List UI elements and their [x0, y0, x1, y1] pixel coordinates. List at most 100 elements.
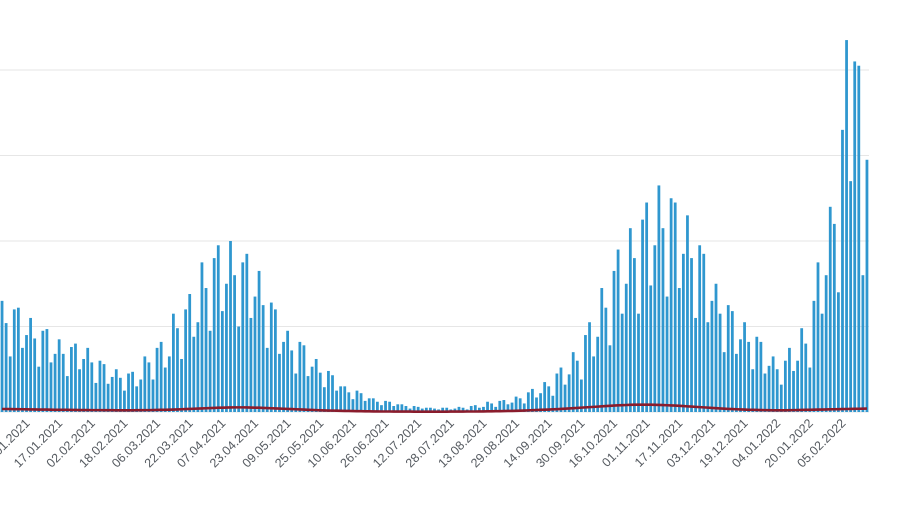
bar: [351, 399, 355, 412]
bar: [318, 372, 322, 412]
bar: [429, 407, 432, 412]
bar: [702, 253, 706, 412]
bar: [106, 383, 110, 412]
bar: [424, 407, 428, 412]
bar: [131, 371, 134, 412]
bar: [681, 253, 685, 412]
bar: [335, 390, 338, 412]
bar: [204, 288, 208, 412]
bar: [849, 181, 853, 412]
bar: [575, 360, 579, 412]
bar: [225, 283, 228, 412]
bar: [490, 403, 494, 412]
bar: [706, 322, 710, 412]
bar: [322, 387, 326, 412]
bar: [686, 215, 689, 412]
bar: [461, 407, 465, 412]
bar: [200, 262, 204, 412]
bar: [604, 307, 608, 412]
bar: [306, 376, 310, 412]
bar: [718, 313, 722, 412]
bar: [233, 275, 236, 412]
bar: [94, 382, 98, 412]
bar: [180, 358, 183, 412]
bar: [347, 392, 351, 412]
bar: [102, 364, 106, 412]
bar: [359, 393, 363, 412]
bar: [526, 392, 530, 412]
bar: [857, 65, 861, 412]
bar: [290, 350, 294, 412]
bar: [65, 376, 69, 412]
bar: [637, 313, 640, 412]
bar: [367, 398, 371, 412]
bar: [624, 283, 628, 412]
bar: [828, 206, 832, 412]
bar: [771, 356, 775, 412]
bar: [49, 362, 53, 412]
bar: [355, 390, 359, 412]
bar: [792, 370, 795, 412]
bar: [596, 336, 600, 412]
bar: [563, 384, 567, 412]
bar: [726, 305, 730, 412]
bar: [759, 341, 763, 412]
bar: [543, 382, 547, 412]
bar: [396, 404, 400, 412]
bar: [477, 407, 481, 412]
bar: [261, 305, 265, 412]
bar: [416, 406, 420, 412]
bar: [86, 347, 90, 412]
bar: [710, 300, 714, 412]
bar: [70, 347, 73, 412]
bar: [584, 335, 587, 412]
bar: [392, 406, 396, 412]
bar: [90, 362, 94, 412]
bar: [135, 386, 139, 412]
bar: [865, 159, 869, 412]
bar: [363, 400, 367, 412]
bar: [172, 313, 175, 412]
bar: [269, 302, 273, 412]
bar: [473, 405, 477, 412]
bar: [841, 129, 844, 412]
bar: [220, 311, 224, 412]
bar: [61, 353, 65, 412]
bar: [816, 262, 820, 412]
line: [2, 403, 867, 413]
bar: [184, 309, 188, 412]
bar: [730, 311, 734, 412]
bar: [343, 386, 347, 412]
bar: [196, 322, 200, 412]
bar: [775, 369, 779, 412]
bar: [539, 393, 542, 412]
bar: [400, 404, 404, 412]
bar: [127, 373, 130, 412]
bar: [286, 330, 290, 412]
bar: [522, 403, 526, 412]
bar: [571, 352, 575, 412]
bar: [579, 379, 583, 412]
bar: [673, 202, 677, 412]
bar: [29, 317, 32, 412]
bar: [445, 407, 449, 412]
bar: [0, 300, 4, 412]
bar: [747, 341, 751, 412]
bar: [216, 245, 220, 412]
bar: [53, 353, 57, 412]
bar: [192, 336, 196, 412]
bar: [159, 341, 163, 412]
bar: [33, 338, 37, 412]
bar: [494, 406, 498, 412]
bar: [163, 367, 167, 412]
bar: [12, 309, 16, 412]
bar: [567, 374, 571, 412]
bar: [800, 328, 804, 412]
bar: [837, 292, 840, 412]
bar: [832, 223, 836, 412]
bar: [677, 288, 681, 412]
bar: [661, 228, 665, 412]
bar: [98, 360, 102, 412]
bar: [608, 345, 612, 412]
